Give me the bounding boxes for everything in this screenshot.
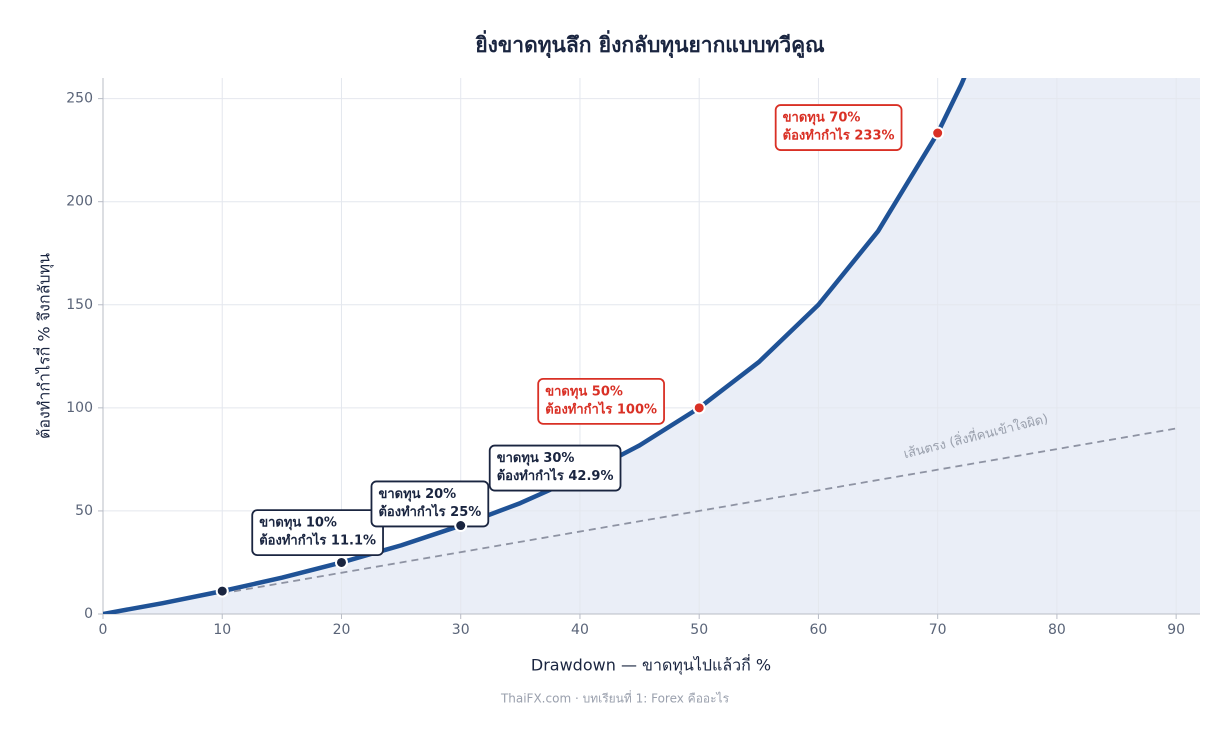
annotation-text: ขาดทุน 50% xyxy=(545,384,623,399)
y-axis-label: ต้องทำกำไรกี่ % จึงกลับทุน xyxy=(33,253,55,439)
point xyxy=(215,584,229,598)
annotation-box xyxy=(251,509,384,557)
x-tick-label: 50 xyxy=(690,622,708,638)
annotation-text: ขาดทุน 70% xyxy=(783,111,861,126)
annotation-box xyxy=(370,480,490,528)
annotation: ขาดทุน 20%ต้องทำกำไร 25% xyxy=(370,480,490,528)
annotation-text: ขาดทุน 20% xyxy=(378,487,456,502)
annotation-box xyxy=(774,104,903,151)
point xyxy=(454,519,468,533)
point xyxy=(692,401,706,415)
annotation-box xyxy=(537,377,665,425)
y-tick-label: 150 xyxy=(66,297,93,313)
annotation-text: ต้องทำกำไร 233% xyxy=(783,127,895,144)
y-tick-label: 0 xyxy=(84,606,93,622)
x-tick-label: 40 xyxy=(571,622,589,638)
x-tick-label: 70 xyxy=(929,622,947,638)
annotation: ขาดทุน 10%ต้องทำกำไร 11.1% xyxy=(251,509,384,557)
annotation: ขาดทุน 70%ต้องทำกำไร 233% xyxy=(774,104,903,151)
chart-title: ยิ่งขาดทุนลึก ยิ่งกลับทุนยากแบบทวีคูณ xyxy=(475,29,825,59)
annotation-text: ต้องทำกำไร 100% xyxy=(545,400,657,417)
x-tick-label: 10 xyxy=(213,622,231,638)
x-tick-label: 0 xyxy=(99,622,108,638)
plot-clip-group xyxy=(103,78,1200,614)
y-tick-label: 50 xyxy=(75,503,93,519)
annotation-text: ต้องทำกำไร 25% xyxy=(378,503,481,520)
y-tick-label: 250 xyxy=(66,91,93,107)
annotation-box xyxy=(488,444,622,492)
point xyxy=(931,126,945,140)
point xyxy=(334,555,348,569)
area xyxy=(103,78,1200,614)
footer: ThaiFX.com · บทเรียนที่ 1: Forex คืออะไร xyxy=(500,690,730,706)
y-tick-label: 200 xyxy=(66,194,93,210)
x-axis-label: Drawdown — ขาดทุนไปแล้วกี่ % xyxy=(531,654,771,676)
x-tick-label: 90 xyxy=(1167,622,1185,638)
annotation-text: ขาดทุน 10% xyxy=(259,516,337,531)
x-tick-label: 60 xyxy=(810,622,828,638)
line xyxy=(222,427,1177,595)
annotation: ขาดทุน 30%ต้องทำกำไร 42.9% xyxy=(488,444,622,492)
x-tick-label: 80 xyxy=(1048,622,1066,638)
annotation-text: ต้องทำกำไร 42.9% xyxy=(497,467,614,484)
y-tick-label: 100 xyxy=(66,400,93,416)
annotation: ขาดทุน 50%ต้องทำกำไร 100% xyxy=(537,377,665,425)
annotation-text: ต้องทำกำไร 11.1% xyxy=(259,532,376,549)
annotation-text: ขาดทุน 30% xyxy=(497,451,575,466)
x-tick-label: 20 xyxy=(333,622,351,638)
x-tick-label: 30 xyxy=(452,622,470,638)
